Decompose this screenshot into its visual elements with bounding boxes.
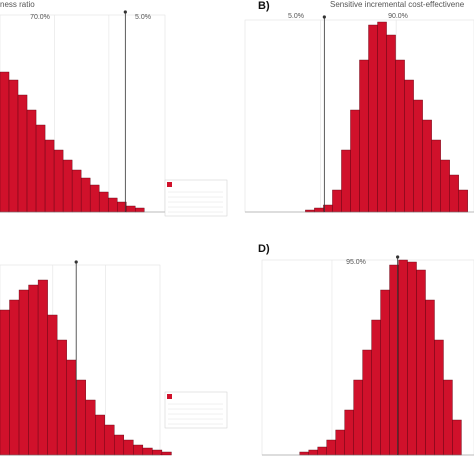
histogram-bar [371,319,381,456]
histogram-bar [71,169,82,213]
histogram-bar [56,339,67,456]
histogram-bar [413,99,423,213]
histogram-bar [9,299,20,456]
histogram-bar [80,177,91,213]
histogram-bar [117,201,127,213]
percentile-label: 95.0% [346,259,366,266]
histogram-bar [335,429,345,456]
percentile-label: 70.0% [30,14,50,21]
panel-label: D) [258,243,270,255]
histogram-bar [17,94,28,213]
histogram-bar [95,414,105,456]
histogram-bar [398,259,408,456]
histogram-bar [314,207,324,213]
panel-label: B) [258,0,270,12]
histogram-bar [161,451,172,456]
histogram-bar [142,447,153,456]
histogram-bar [133,444,144,456]
histogram-bar [37,279,48,456]
histogram-bar [350,109,360,213]
histogram-bar [443,379,453,456]
percentile-label: 5.0% [135,14,151,21]
histogram-bar [362,349,372,456]
histogram-bar [299,451,309,456]
histogram-bar [308,449,318,456]
histogram-bar [317,446,327,456]
histogram-bar [386,34,396,213]
cutoff-marker [396,255,400,259]
legend-box [164,391,228,429]
histogram-bar [380,289,390,456]
histogram-bar [323,204,333,213]
histogram-bar [449,174,459,213]
chart-title: Sensitive incremental cost-effectivene [330,0,465,9]
histogram-bar [0,71,10,213]
percentile-label: 90.0% [388,13,408,20]
histogram-bar [404,79,414,213]
histogram-bar [452,419,462,456]
histogram-bar [341,149,351,213]
histogram-bar [332,189,342,213]
legend-swatch [167,182,172,187]
histogram-bar [368,24,378,213]
histogram-bar [62,159,73,213]
histogram-bar [458,189,468,213]
histogram-bar [422,119,432,213]
histogram-bar [353,379,363,456]
cutoff-marker [123,10,127,14]
histogram-bar [377,21,387,213]
histogram-bar [35,124,46,213]
histogram-bar [344,409,354,456]
histogram-bar [359,59,369,213]
histogram-bar [123,439,134,456]
histogram-bar [326,439,336,456]
histogram-bar [47,314,58,456]
chart-title: ness ratio [0,0,35,9]
histogram-bar [0,309,10,456]
histogram-bar [28,284,39,456]
histogram-bar [135,207,145,213]
histogram-bar [75,379,86,456]
histogram-bar [395,59,405,213]
histogram-bar [431,139,441,213]
histogram-bar [89,184,100,213]
histogram-bar [152,449,163,456]
legend-box [164,179,228,217]
histogram-bar [389,264,399,456]
histogram-bar [126,205,136,213]
cutoff-marker [322,15,326,19]
histogram-bar [53,149,64,213]
histogram-bar [107,197,118,213]
histogram-bar [434,339,444,456]
histogram-bar [85,399,96,456]
histogram-bar [114,434,125,456]
cutoff-marker [74,260,78,264]
histogram-bar [104,424,115,456]
histogram-bar [407,261,417,456]
histogram-bar [440,159,450,213]
histogram-bar [8,79,19,213]
histogram-bar [416,269,426,456]
histogram-bar [425,299,435,456]
histogram-bar [98,191,109,213]
legend-swatch [167,394,172,399]
histogram-bar [26,109,37,213]
histogram-bar [44,139,55,213]
histogram-bar [18,289,29,456]
histogram-bar [66,359,77,456]
percentile-label: 5.0% [288,13,304,20]
